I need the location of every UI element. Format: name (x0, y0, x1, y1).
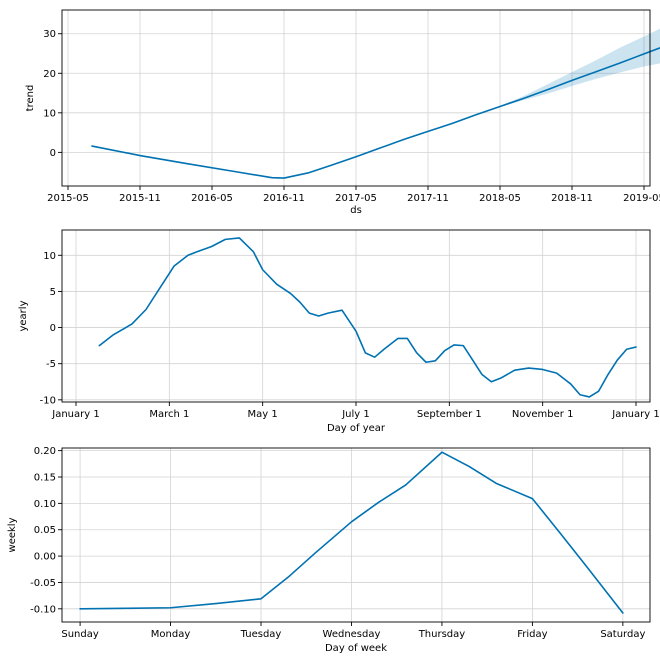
y-tick-label: 0.20 (34, 446, 56, 457)
panel-2: -10 -5 0 5 10 January 1 March 1 May 1 July 1 Sept… (18, 229, 660, 434)
x-tick-label: Tuesday (240, 629, 282, 640)
x-tick-label: January 1 (51, 409, 99, 420)
y-tick-label: 10 (43, 251, 56, 262)
y-tick-label: -5 (46, 359, 56, 370)
y-tick-label: 0.10 (34, 499, 56, 510)
x-tick-label: January 1 (611, 409, 659, 420)
x-tick-label: Friday (517, 629, 547, 640)
x-tick-label: November 1 (512, 409, 574, 420)
y-axis-label: trend (25, 85, 36, 112)
y-tick-label: 0 (50, 323, 56, 334)
y-tick-label: 0 (50, 148, 56, 159)
x-tick-label: 2016-05 (191, 193, 233, 204)
x-tick-label: 2015-05 (47, 193, 89, 204)
x-tick-label: 2016-11 (263, 193, 305, 204)
y-tick-label: 10 (43, 108, 56, 119)
x-tick-label: 2018-11 (551, 193, 593, 204)
x-tick-label: March 1 (149, 409, 189, 420)
panel-3: -0.10 -0.05 0.00 0.05 0.10 0.15 0.20 Sunday Mond… (7, 446, 651, 654)
y-axis-label: yearly (18, 300, 29, 331)
y-tick-label: -10 (40, 395, 56, 406)
x-tick-label: 2015-11 (119, 193, 161, 204)
x-axis-label: ds (350, 205, 362, 216)
x-tick-label: 2017-11 (407, 193, 449, 204)
y-tick-label: 20 (43, 69, 56, 80)
y-tick-label: 0.05 (34, 525, 56, 536)
y-axis-label: weekly (7, 517, 18, 552)
x-tick-label: 2018-05 (479, 193, 521, 204)
x-tick-label: Saturday (600, 629, 645, 640)
y-tick-label: -0.10 (30, 604, 56, 615)
x-axis-label: Day of week (325, 643, 387, 654)
plot-frame (61, 447, 651, 623)
y-tick-label: -0.05 (30, 578, 56, 589)
y-tick-label: 5 (50, 287, 56, 298)
x-axis-label: Day of year (327, 423, 386, 434)
series-line-weekly (79, 451, 624, 614)
y-tick-label: 0.15 (34, 473, 56, 484)
x-tick-label: 2019-05 (623, 193, 660, 204)
x-tick-label: Monday (151, 629, 191, 640)
panel-1: 0 10 20 30 2015-05 2015-11 2016-05 2016-11 2017-… (25, 9, 660, 216)
x-tick-label: 2017-05 (335, 193, 377, 204)
y-tick-label: 0.00 (34, 552, 56, 563)
x-tick-label: Thursday (418, 629, 466, 640)
y-tick-label: 30 (43, 29, 56, 40)
x-tick-label: July 1 (341, 409, 370, 420)
series-line-trend (91, 46, 660, 179)
x-tick-label: May 1 (248, 409, 278, 420)
series-line-yearly (98, 237, 637, 398)
uncertainty-band (92, 28, 660, 179)
x-tick-label: Wednesday (323, 629, 381, 640)
x-tick-label: Sunday (61, 629, 98, 640)
x-tick-label: September 1 (417, 409, 482, 420)
